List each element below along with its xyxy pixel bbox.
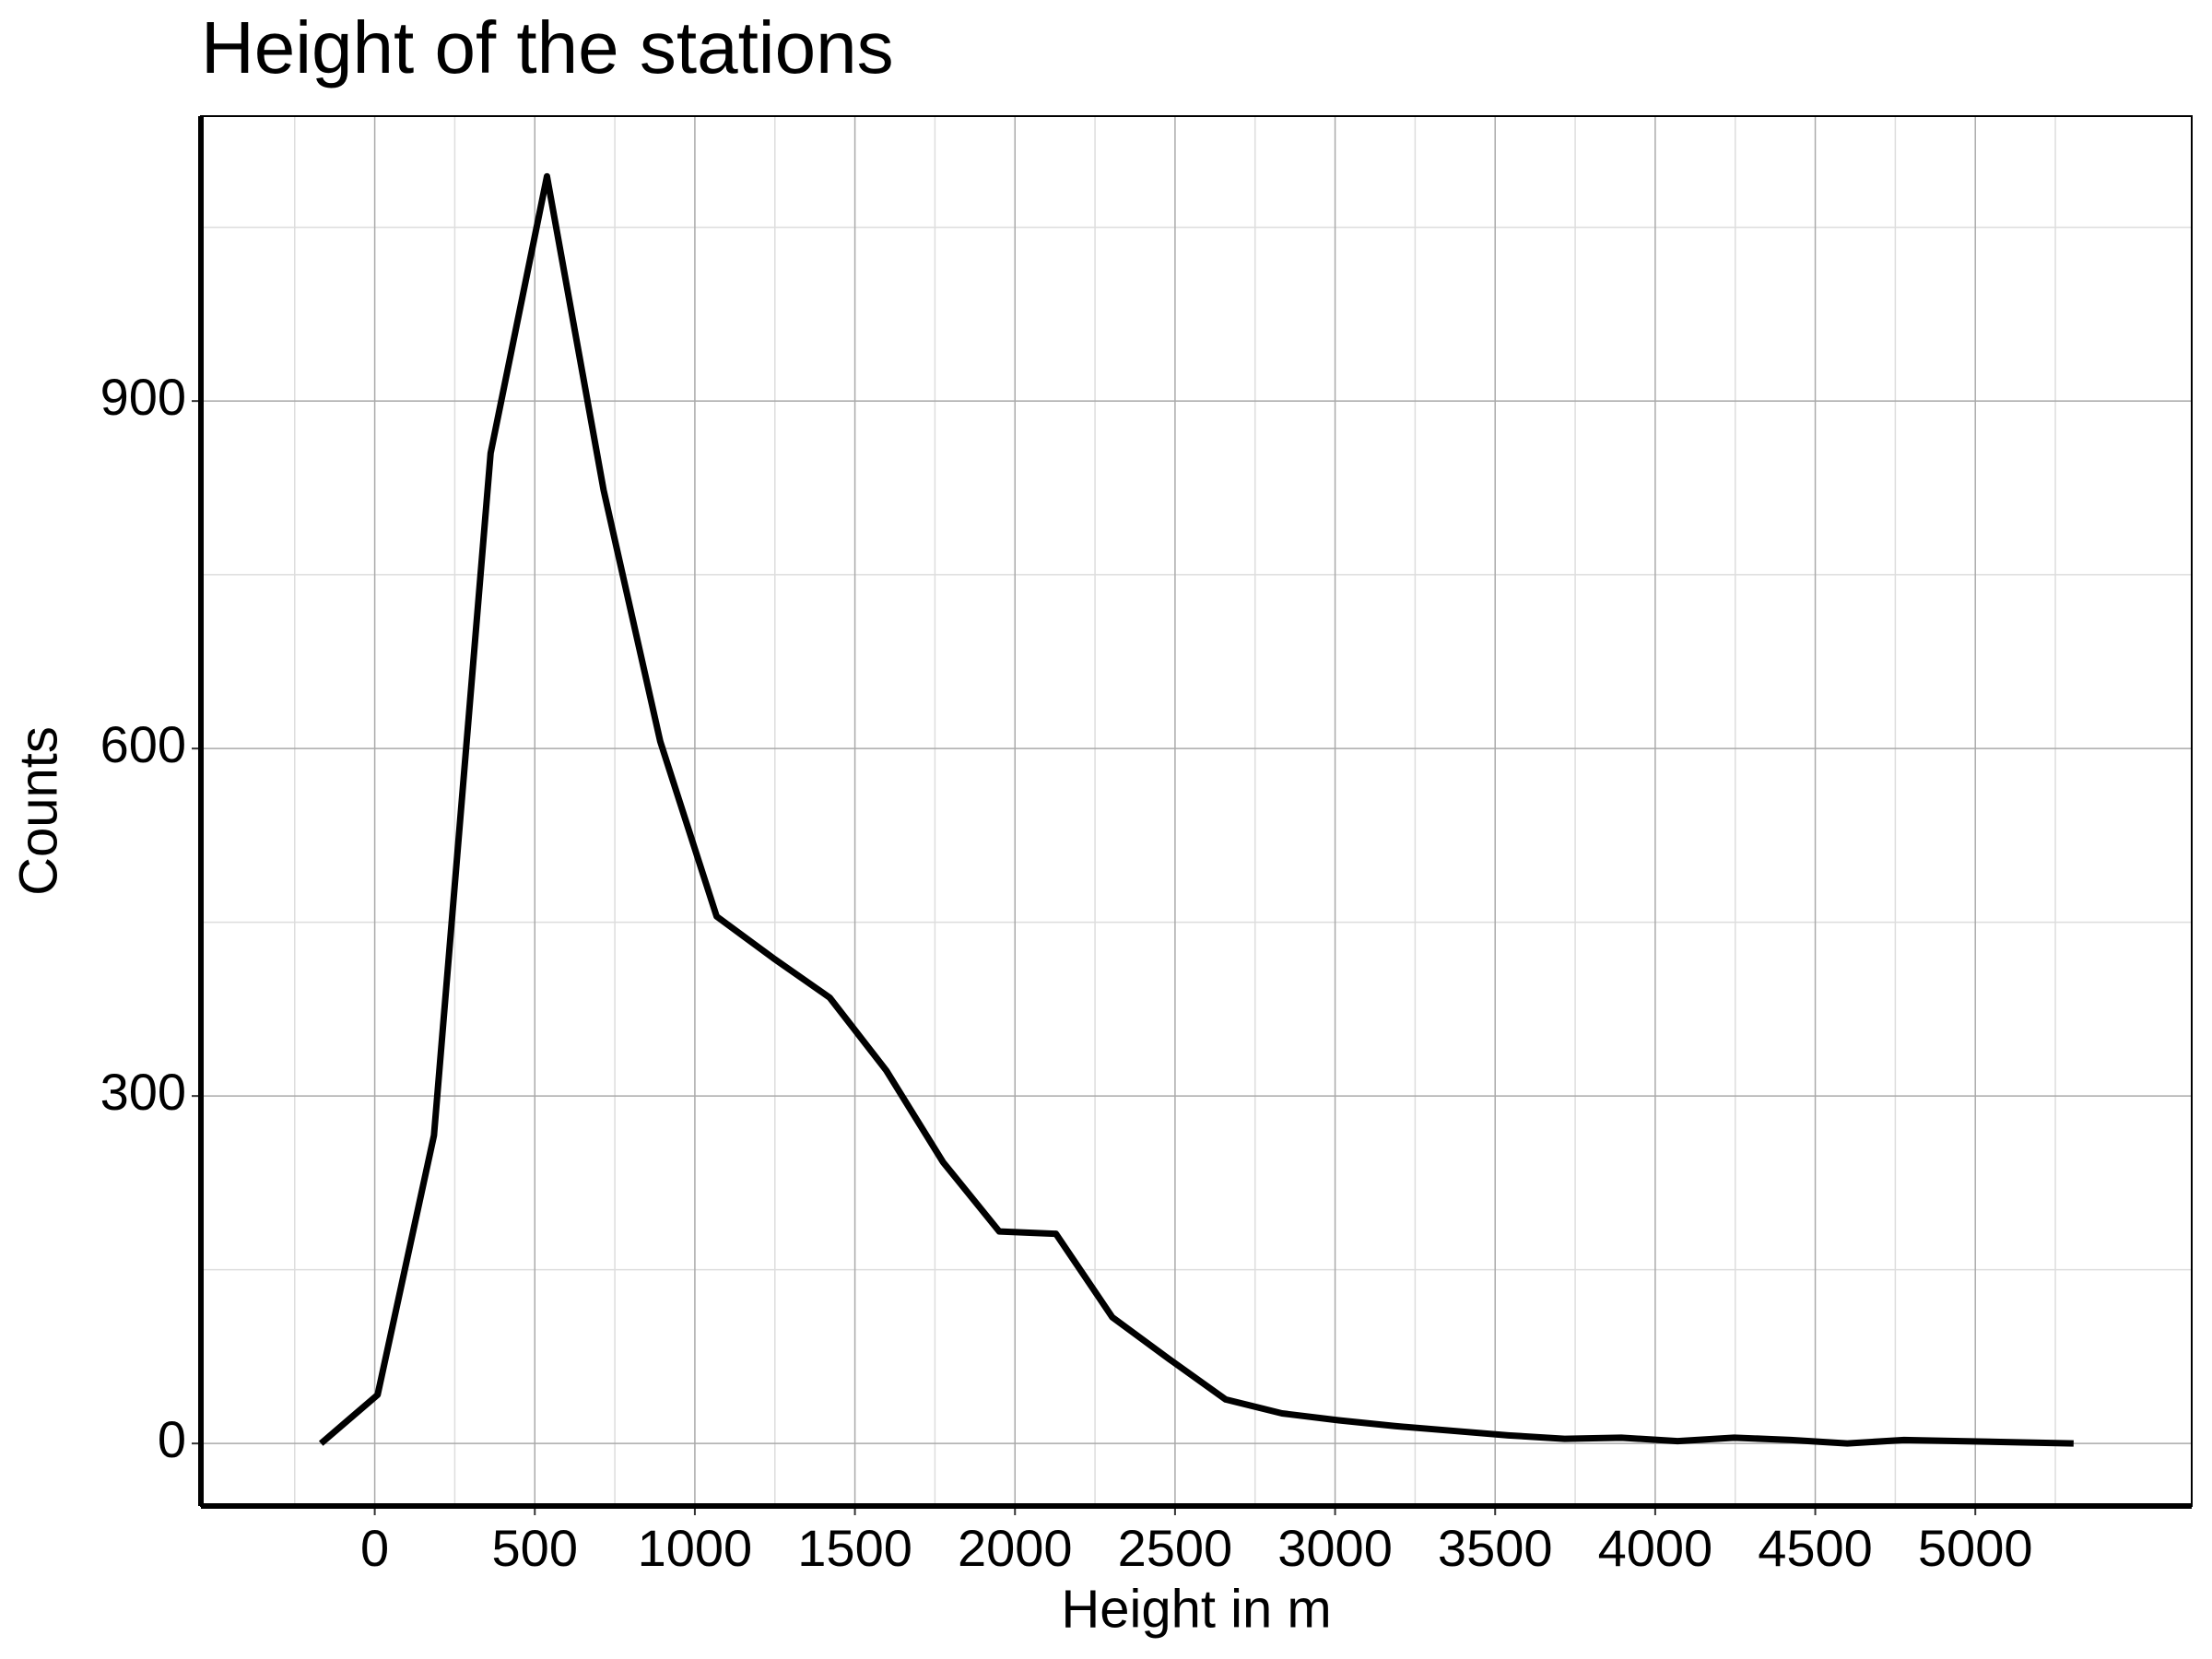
x-tick-label: 4000 [1598,1519,1713,1577]
x-tick-label: 2000 [958,1519,1073,1577]
chart-title: Height of the stations [201,6,894,88]
y-tick-label: 600 [100,715,186,773]
x-tick-label: 500 [492,1519,578,1577]
data-line [318,172,2074,1447]
x-tick-label: 0 [360,1519,389,1577]
plot-border [200,115,2193,1507]
x-tick-label: 2500 [1118,1519,1233,1577]
x-tick-label: 3000 [1277,1519,1393,1577]
x-tick-label: 4500 [1758,1519,1873,1577]
x-axis-label: Height in m [1061,1579,1331,1639]
y-tick-label: 300 [100,1063,186,1121]
x-tick-label: 1000 [638,1519,753,1577]
x-tick-label: 3500 [1438,1519,1553,1577]
y-axis-label: Counts [8,726,68,896]
x-tick-label: 5000 [1918,1519,2033,1577]
y-tick-label: 0 [158,1410,186,1468]
x-tick-label: 1500 [797,1519,912,1577]
y-tick-label: 900 [100,368,186,426]
